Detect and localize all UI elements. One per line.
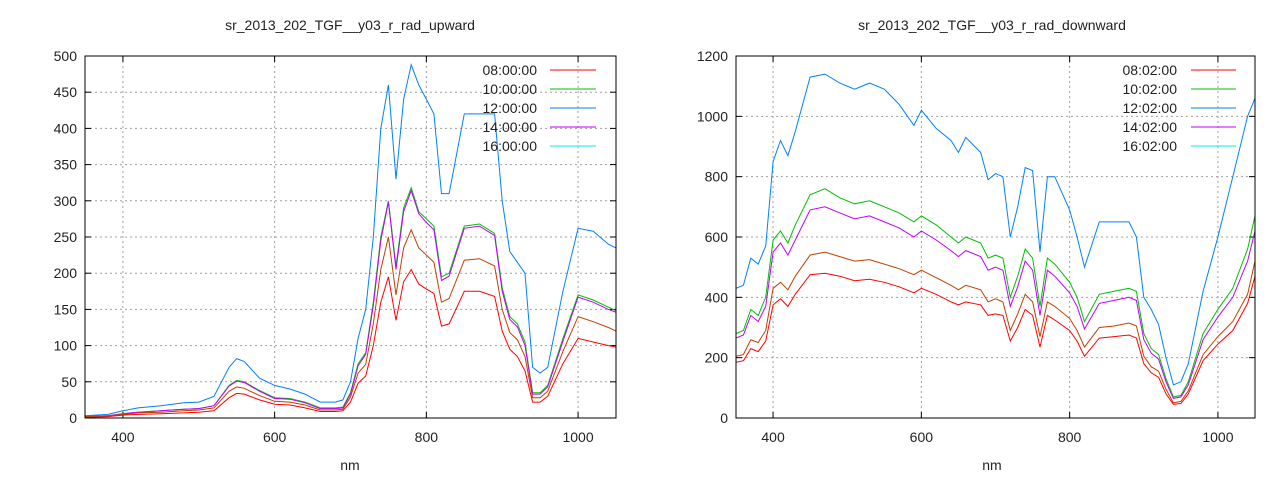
legend-label: 08:00:00 xyxy=(483,62,538,78)
legend-label: 12:00:00 xyxy=(483,100,538,116)
series-line-08-02-00 xyxy=(736,272,1255,405)
x-tick-label: 800 xyxy=(1058,429,1082,445)
x-axis-label: nm xyxy=(982,457,1001,473)
series-line-14-02-00 xyxy=(736,206,1255,399)
legend-label: 16:00:00 xyxy=(483,138,538,154)
legend-label: 08:02:00 xyxy=(1123,62,1178,78)
series-line-16-02-00 xyxy=(736,251,1255,404)
chart-title: sr_2013_202_TGF__y03_r_rad_upward xyxy=(225,17,475,33)
series-line-10-02-00 xyxy=(736,188,1255,398)
x-tick-label: 600 xyxy=(910,429,934,445)
y-tick-label: 100 xyxy=(54,338,78,354)
y-tick-label: 0 xyxy=(720,410,728,426)
x-tick-label: 1000 xyxy=(562,429,593,445)
y-tick-label: 200 xyxy=(54,265,78,281)
y-tick-label: 50 xyxy=(61,374,77,390)
series-line-12-02-00 xyxy=(736,73,1255,386)
y-tick-label: 500 xyxy=(54,48,78,64)
y-tick-label: 150 xyxy=(54,301,78,317)
series-line-08-00-00 xyxy=(85,268,616,418)
x-tick-label: 1000 xyxy=(1202,429,1233,445)
legend-label: 10:00:00 xyxy=(483,81,538,97)
legend-label: 14:00:00 xyxy=(483,119,538,135)
x-tick-label: 400 xyxy=(761,429,785,445)
legend-label: 10:02:00 xyxy=(1123,81,1178,97)
y-tick-label: 400 xyxy=(705,289,729,305)
legend-label: 14:02:00 xyxy=(1123,119,1178,135)
x-tick-label: 800 xyxy=(415,429,439,445)
y-tick-label: 200 xyxy=(705,350,729,366)
plot-downward: sr_2013_202_TGF__y03_r_rad_downward nm 0… xyxy=(697,17,1256,473)
x-tick-label: 400 xyxy=(111,429,135,445)
y-tick-label: 350 xyxy=(54,157,78,173)
series-line-12-00-00 xyxy=(85,62,616,417)
x-tick-label: 600 xyxy=(263,429,287,445)
series-line-16-00-00 xyxy=(85,228,616,418)
legend-label: 16:02:00 xyxy=(1123,138,1178,154)
y-tick-label: 300 xyxy=(54,193,78,209)
y-tick-label: 400 xyxy=(54,120,78,136)
plot-frame xyxy=(84,55,617,419)
y-tick-label: 250 xyxy=(54,229,78,245)
legend-label: 12:02:00 xyxy=(1123,100,1178,116)
y-tick-label: 800 xyxy=(705,169,729,185)
y-tick-label: 0 xyxy=(69,410,77,426)
series-line-14-00-00 xyxy=(85,189,616,418)
plot-frame xyxy=(735,55,1256,419)
y-tick-label: 600 xyxy=(705,229,729,245)
x-axis-label: nm xyxy=(340,457,359,473)
plot-upward: sr_2013_202_TGF__y03_r_rad_upward nm 0 50… xyxy=(54,17,617,473)
y-tick-label: 1000 xyxy=(697,108,728,124)
chart-title: sr_2013_202_TGF__y03_r_rad_downward xyxy=(858,17,1126,33)
y-tick-label: 1200 xyxy=(697,48,728,64)
y-tick-label: 450 xyxy=(54,84,78,100)
